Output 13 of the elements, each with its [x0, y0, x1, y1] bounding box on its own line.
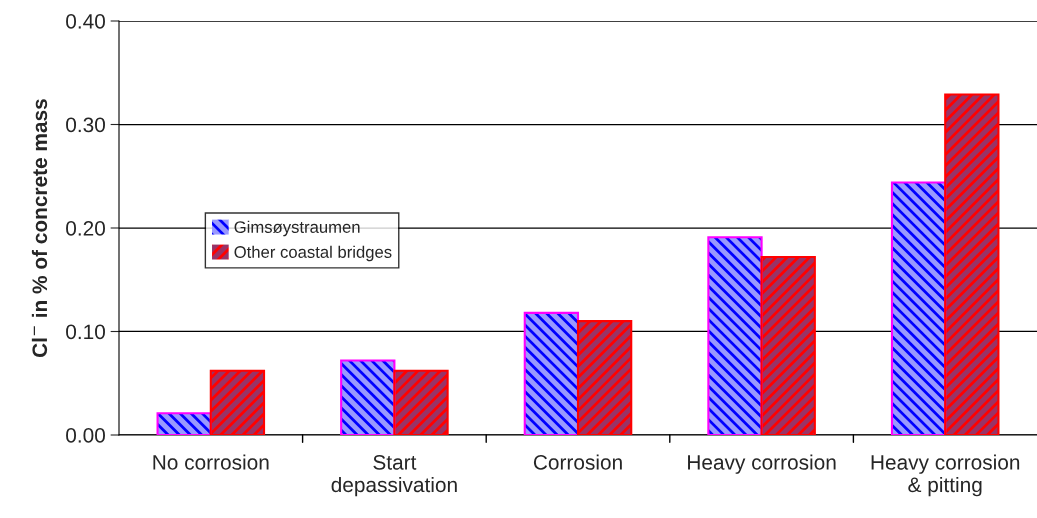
- y-tick-label: 0.00: [66, 428, 105, 443]
- y-tick-label: 0.30: [66, 117, 105, 133]
- x-tick-label: Corrosion: [533, 454, 622, 470]
- legend-label: Gimsøystraumen: [234, 220, 360, 237]
- legend-label: Other coastal bridges: [234, 245, 392, 262]
- x-tick-label: No corrosion: [153, 454, 269, 470]
- x-tick-label: Start depassivation: [331, 454, 457, 497]
- y-axis-title: Cl$^{−}$ in % of concrete mass: [31, 99, 48, 358]
- y-tick-label: 0.10: [66, 324, 105, 340]
- x-tick-label: Heavy corrosion: [688, 454, 836, 474]
- x-tick-label: Heavy corrosion & pitting: [871, 454, 1020, 497]
- y-tick-label: 0.20: [66, 221, 105, 236]
- y-tick-label: 0.40: [66, 14, 105, 29]
